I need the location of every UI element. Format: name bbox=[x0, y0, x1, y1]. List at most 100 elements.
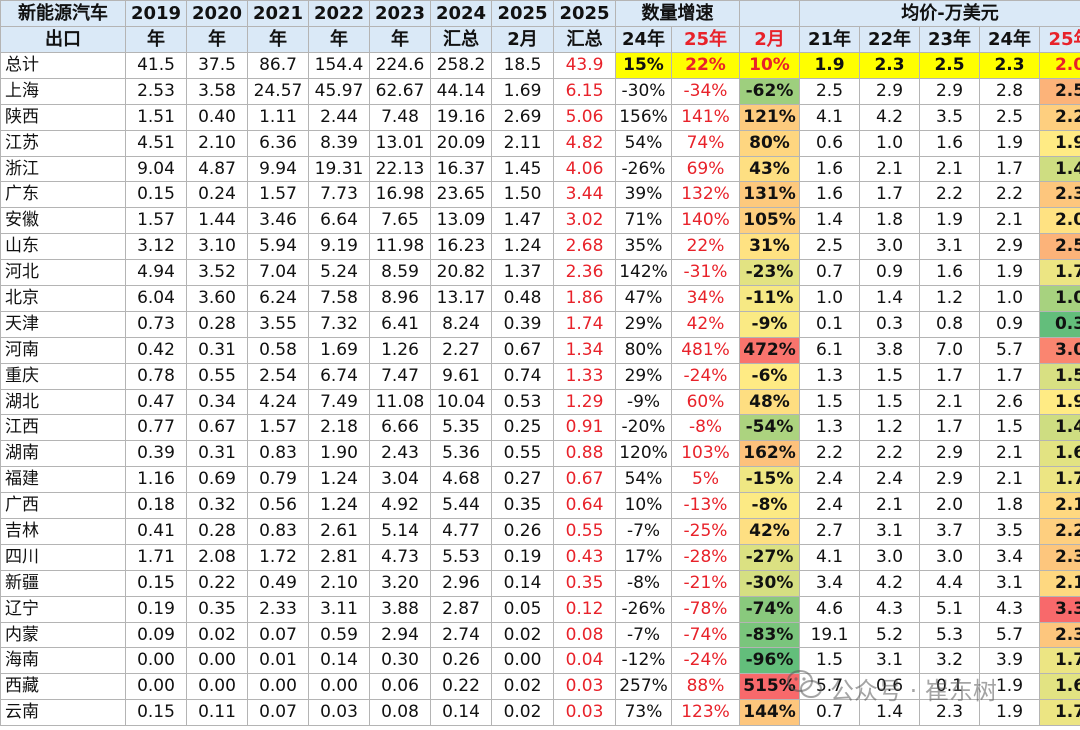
region-name: 江苏 bbox=[0, 129, 126, 157]
volume-2025-total-cell: 5.06 bbox=[553, 103, 616, 131]
growth-feb-cell: 105% bbox=[739, 207, 800, 235]
volume-cell: 0.14 bbox=[491, 569, 554, 597]
volume-cell: 2.10 bbox=[186, 129, 248, 157]
header-title: 新能源汽车 bbox=[0, 0, 126, 27]
growth-24-cell: 257% bbox=[615, 673, 672, 701]
growth-25-cell: 69% bbox=[671, 155, 740, 183]
volume-cell: 3.58 bbox=[186, 77, 248, 105]
volume-cell: 2.61 bbox=[308, 518, 370, 545]
price-cell: 4.4 bbox=[919, 569, 980, 597]
volume-2025-total-cell: 1.34 bbox=[553, 336, 616, 364]
volume-cell: 6.41 bbox=[369, 310, 431, 338]
region-name: 上海 bbox=[0, 77, 126, 105]
volume-cell: 7.65 bbox=[369, 207, 431, 235]
volume-cell: 24.57 bbox=[247, 77, 309, 105]
price-cell: 4.3 bbox=[859, 595, 920, 623]
region-name: 天津 bbox=[0, 310, 126, 338]
price-cell: 2.7 bbox=[799, 518, 860, 545]
growth-24-cell: 35% bbox=[615, 233, 672, 261]
volume-2025-total-cell: 0.64 bbox=[553, 492, 616, 520]
price-cell: 2.2 bbox=[799, 440, 860, 468]
price-25-cell: 2.5 bbox=[1038, 233, 1080, 261]
table-row: 新疆 0.15 0.22 0.49 2.10 3.20 2.96 0.14 0.35 -8% -21… bbox=[0, 569, 1080, 597]
volume-cell: 0.02 bbox=[491, 621, 554, 649]
header-year-2023: 2023 bbox=[369, 0, 431, 27]
price-cell: 3.5 bbox=[979, 518, 1040, 545]
volume-cell: 9.94 bbox=[247, 155, 309, 183]
growth-24-cell: -30% bbox=[615, 77, 672, 105]
volume-cell: 0.32 bbox=[186, 492, 248, 520]
price-25-cell: 0.3 bbox=[1038, 310, 1080, 338]
volume-cell: 45.97 bbox=[308, 77, 370, 105]
price-25-cell: 3.0 bbox=[1038, 336, 1080, 364]
price-25-cell: 2.2 bbox=[1038, 103, 1080, 131]
volume-cell: 2.33 bbox=[247, 595, 309, 623]
volume-cell: 16.98 bbox=[369, 181, 431, 209]
volume-cell: 258.2 bbox=[430, 52, 492, 79]
growth-feb-cell: -54% bbox=[739, 414, 800, 442]
region-name: 广东 bbox=[0, 181, 126, 209]
price-cell: 3.4 bbox=[799, 569, 860, 597]
growth-feb-cell: 144% bbox=[739, 699, 800, 727]
volume-cell: 20.82 bbox=[430, 259, 492, 287]
volume-2025-total-cell: 1.29 bbox=[553, 388, 616, 416]
price-cell: 1.3 bbox=[799, 362, 860, 390]
volume-cell: 1.50 bbox=[491, 181, 554, 209]
region-name: 陕西 bbox=[0, 103, 126, 131]
price-cell: 6.1 bbox=[799, 336, 860, 364]
price-cell: 2.9 bbox=[859, 77, 920, 105]
volume-2025-total-cell: 2.68 bbox=[553, 233, 616, 261]
volume-cell: 1.37 bbox=[491, 259, 554, 287]
price-25-cell: 1.9 bbox=[1038, 129, 1080, 157]
volume-cell: 4.92 bbox=[369, 492, 431, 520]
header-sub-2022: 年 bbox=[308, 26, 370, 53]
volume-cell: 1.26 bbox=[369, 336, 431, 364]
price-cell: 2.6 bbox=[979, 388, 1040, 416]
volume-2025-total-cell: 0.03 bbox=[553, 673, 616, 701]
region-name: 西藏 bbox=[0, 673, 126, 701]
volume-cell: 0.02 bbox=[491, 673, 554, 701]
volume-cell: 0.67 bbox=[186, 414, 248, 442]
volume-cell: 154.4 bbox=[308, 52, 370, 79]
growth-24-cell: -20% bbox=[615, 414, 672, 442]
price-cell: 1.0 bbox=[859, 129, 920, 157]
header-blank bbox=[739, 0, 800, 27]
price-cell: 1.7 bbox=[979, 155, 1040, 183]
volume-cell: 2.96 bbox=[430, 569, 492, 597]
volume-cell: 0.15 bbox=[125, 699, 187, 727]
price-cell: 2.1 bbox=[979, 440, 1040, 468]
table-row: 内蒙 0.09 0.02 0.07 0.59 2.94 2.74 0.02 0.08 -7% -74… bbox=[0, 621, 1080, 649]
header-price-21: 21年 bbox=[799, 26, 860, 53]
growth-feb-cell: 472% bbox=[739, 336, 800, 364]
table-row: 广东 0.15 0.24 1.57 7.73 16.98 23.65 1.50 3.44 39% 1… bbox=[0, 181, 1080, 209]
price-25-cell: 2.2 bbox=[1038, 518, 1080, 545]
volume-cell: 0.67 bbox=[491, 336, 554, 364]
price-cell: 0.7 bbox=[799, 699, 860, 727]
table-row: 吉林 0.41 0.28 0.83 2.61 5.14 4.77 0.26 0.55 -7% -25… bbox=[0, 518, 1080, 545]
volume-cell: 5.14 bbox=[369, 518, 431, 545]
region-name: 湖南 bbox=[0, 440, 126, 468]
table-row: 上海 2.53 3.58 24.57 45.97 62.67 44.14 1.69 6.15 -3… bbox=[0, 77, 1080, 105]
price-cell: 5.7 bbox=[799, 673, 860, 701]
volume-cell: 2.69 bbox=[491, 103, 554, 131]
price-cell: 1.9 bbox=[799, 52, 860, 79]
volume-cell: 8.24 bbox=[430, 310, 492, 338]
volume-cell: 37.5 bbox=[186, 52, 248, 79]
region-name: 河北 bbox=[0, 259, 126, 287]
volume-cell: 0.14 bbox=[308, 647, 370, 675]
volume-cell: 5.53 bbox=[430, 543, 492, 571]
header-growth-25: 25年 bbox=[671, 26, 740, 53]
growth-25-cell: -31% bbox=[671, 259, 740, 287]
growth-feb-cell: -62% bbox=[739, 77, 800, 105]
volume-cell: 0.11 bbox=[186, 699, 248, 727]
region-name: 广西 bbox=[0, 492, 126, 520]
table-row: 广西 0.18 0.32 0.56 1.24 4.92 5.44 0.35 0.64 10% -13… bbox=[0, 492, 1080, 520]
growth-24-cell: 156% bbox=[615, 103, 672, 131]
region-name: 四川 bbox=[0, 543, 126, 571]
price-25-cell: 2.5 bbox=[1038, 77, 1080, 105]
volume-cell: 5.35 bbox=[430, 414, 492, 442]
volume-cell: 8.39 bbox=[308, 129, 370, 157]
price-cell: 1.6 bbox=[919, 129, 980, 157]
table-row: 海南 0.00 0.00 0.01 0.14 0.30 0.26 0.00 0.04 -12% -2… bbox=[0, 647, 1080, 675]
growth-24-cell: 47% bbox=[615, 285, 672, 312]
